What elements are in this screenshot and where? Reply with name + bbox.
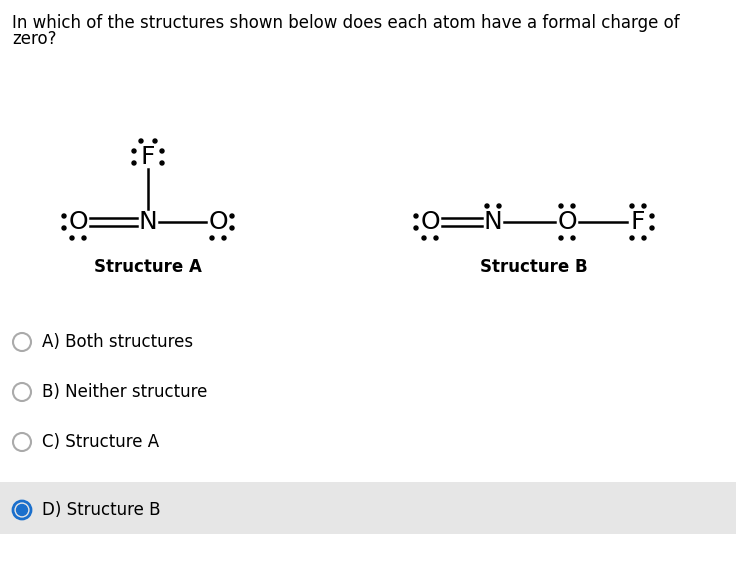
Bar [0,482,736,534]
Text: F: F [141,145,155,169]
Circle shape [414,214,418,218]
Circle shape [571,204,575,208]
Circle shape [70,236,74,240]
Circle shape [559,204,563,208]
Text: Structure A: Structure A [94,258,202,276]
Text: C) Structure A: C) Structure A [42,433,159,451]
Circle shape [160,161,164,165]
Circle shape [132,161,136,165]
Circle shape [414,226,418,230]
Circle shape [630,236,634,240]
Circle shape [485,204,489,208]
Circle shape [559,236,563,240]
Circle shape [650,214,654,218]
Circle shape [132,149,136,153]
Text: F: F [631,210,645,234]
Text: N: N [484,210,503,234]
Text: B) Neither structure: B) Neither structure [42,383,208,401]
Circle shape [139,139,143,143]
Circle shape [650,226,654,230]
Circle shape [160,149,164,153]
Text: O: O [208,210,228,234]
Text: N: N [138,210,158,234]
Text: O: O [68,210,88,234]
Circle shape [153,139,157,143]
Text: zero?: zero? [12,30,57,48]
Circle shape [210,236,214,240]
Circle shape [630,204,634,208]
Text: A) Both structures: A) Both structures [42,333,193,351]
Text: D) Structure B: D) Structure B [42,501,160,519]
Circle shape [497,204,501,208]
Circle shape [222,236,226,240]
Circle shape [230,226,234,230]
Text: O: O [557,210,577,234]
Circle shape [571,236,575,240]
Circle shape [434,236,438,240]
Circle shape [642,204,646,208]
Circle shape [642,236,646,240]
Circle shape [82,236,86,240]
Circle shape [16,504,27,515]
Circle shape [62,226,66,230]
Circle shape [422,236,426,240]
Text: Structure B: Structure B [480,258,588,276]
Circle shape [230,214,234,218]
Text: O: O [420,210,440,234]
Circle shape [62,214,66,218]
Text: In which of the structures shown below does each atom have a formal charge of: In which of the structures shown below d… [12,14,679,32]
